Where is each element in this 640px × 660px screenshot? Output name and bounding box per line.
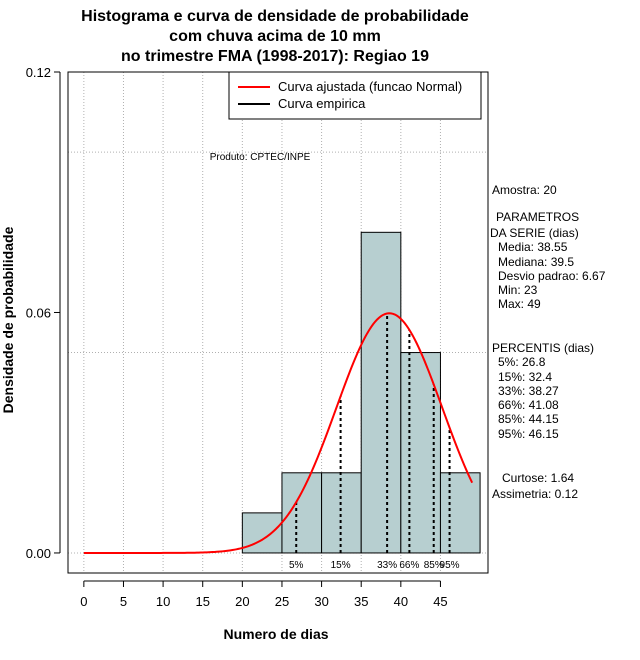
percentile-lines — [295, 313, 451, 553]
histogram-bar — [281, 472, 323, 554]
x-tick-label: 35 — [354, 594, 368, 609]
stat-p85: 85%: 44.15 — [498, 412, 559, 426]
histogram-bars — [241, 231, 481, 554]
percentile-label: 85% — [424, 560, 444, 571]
percentile-label: 5% — [289, 560, 304, 571]
x-axis-title: Numero de dias — [223, 626, 328, 642]
product-annotation: Produto: CPTEC/INPE — [210, 152, 311, 163]
legend: Curva ajustada (funcao Normal) Curva emp… — [228, 71, 482, 120]
y-axis: 0.00 0.06 0.12 — [26, 65, 61, 561]
percentile-label: 66% — [399, 560, 419, 571]
chart-title-line-3: no trimestre FMA (1998-2017): Regiao 19 — [121, 48, 429, 65]
stat-p5: 5%: 26.8 — [498, 355, 546, 369]
x-tick-label: 5 — [120, 594, 127, 609]
y-tick-label: 0.12 — [26, 65, 51, 80]
x-axis: 0 5 10 15 20 25 30 35 40 45 — [80, 580, 448, 609]
stat-p33: 33%: 38.27 — [498, 384, 559, 398]
x-tick-label: 20 — [235, 594, 249, 609]
histogram-bar — [439, 472, 481, 554]
stat-p15: 15%: 32.4 — [498, 370, 552, 384]
histogram-bar — [360, 231, 402, 554]
x-tick-label: 40 — [394, 594, 408, 609]
y-tick-label: 0.06 — [26, 305, 51, 320]
x-tick-label: 0 — [80, 594, 87, 609]
stats-panel: Amostra: 20 PARAMETROS DA SERIE (dias) M… — [490, 183, 606, 501]
stat-max: Max: 49 — [498, 297, 541, 311]
stat-param-title-2: DA SERIE (dias) — [490, 226, 579, 240]
x-tick-label: 25 — [275, 594, 289, 609]
stat-assimetria: Assimetria: 0.12 — [492, 487, 578, 501]
stat-desvio: Desvio padrao: 6.67 — [498, 269, 606, 283]
stat-p66: 66%: 41.08 — [498, 398, 559, 412]
stat-param-title-1: PARAMETROS — [496, 210, 579, 224]
percentile-label: 33% — [377, 560, 397, 571]
chart-title-line-2: com chuva acima de 10 mm — [169, 28, 381, 45]
stat-curtose: Curtose: 1.64 — [502, 471, 574, 485]
x-tick-label: 10 — [156, 594, 170, 609]
stat-mediana: Mediana: 39.5 — [498, 255, 574, 269]
stat-amostra: Amostra: 20 — [492, 183, 557, 197]
chart-title-line-1: Histograma e curva de densidade de proba… — [81, 8, 469, 25]
x-tick-label: 45 — [433, 594, 447, 609]
percentile-label: 95% — [440, 560, 460, 571]
normal-curve — [83, 312, 474, 554]
stat-media: Media: 38.55 — [498, 240, 568, 254]
stat-perc-title: PERCENTIS (dias) — [492, 341, 594, 355]
stat-min: Min: 23 — [498, 283, 538, 297]
legend-label-empirical: Curva empirica — [278, 96, 366, 111]
stat-p95: 95%: 46.15 — [498, 427, 559, 441]
legend-box — [228, 71, 482, 120]
y-axis-title: Densidade de probabilidade — [0, 226, 16, 413]
percentile-label: 15% — [331, 560, 351, 571]
x-tick-label: 15 — [195, 594, 209, 609]
x-tick-label: 30 — [314, 594, 328, 609]
legend-label-normal: Curva ajustada (funcao Normal) — [278, 79, 462, 94]
percentile-labels: 5% 15% 33% 66% 85%95% — [289, 560, 460, 571]
y-tick-label: 0.00 — [26, 546, 51, 561]
normal-curve-group — [83, 312, 474, 554]
